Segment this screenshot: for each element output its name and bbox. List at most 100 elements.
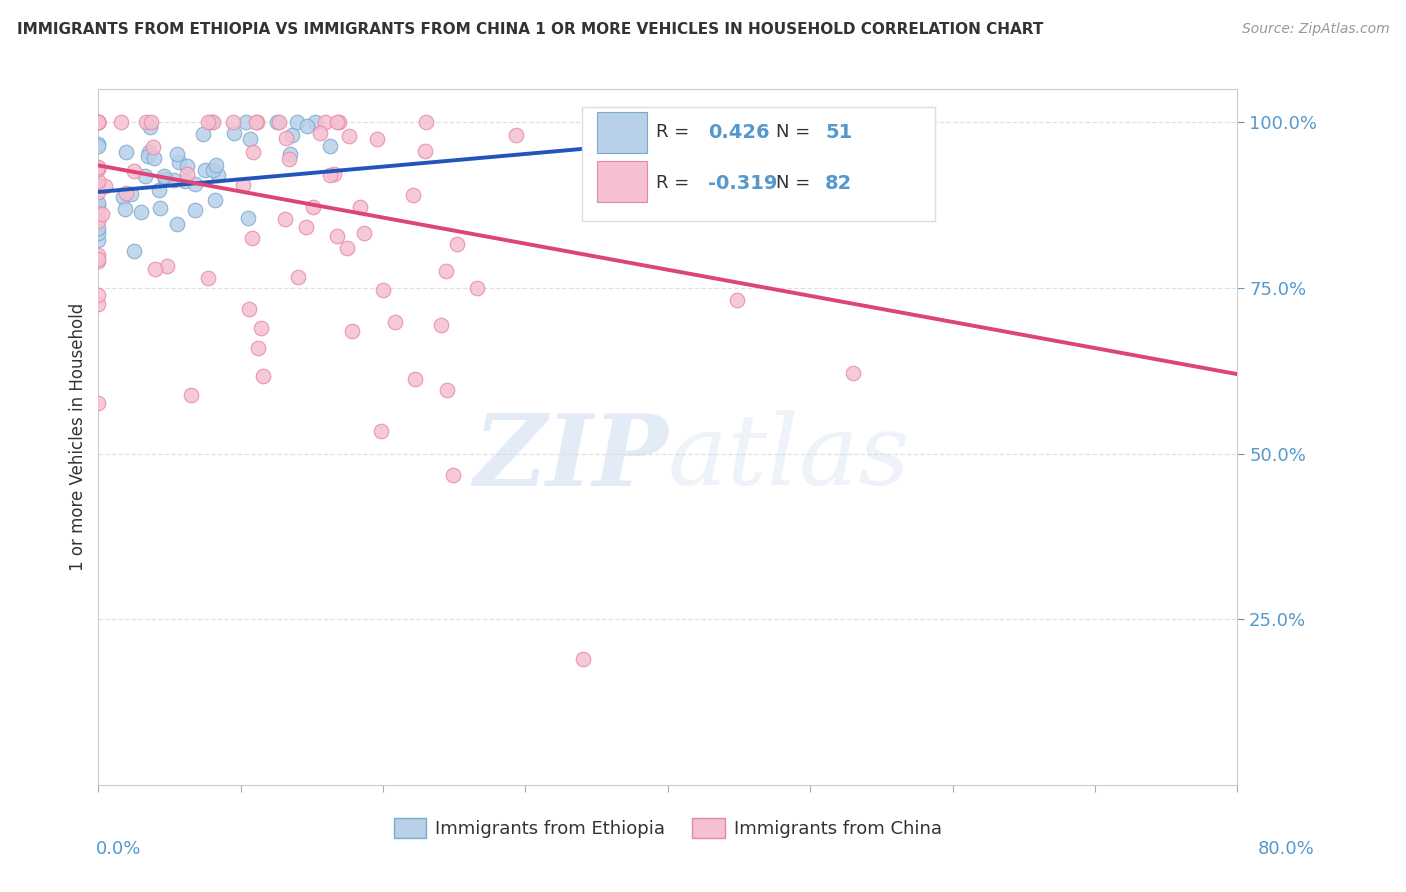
Point [87, 138, 110, 153]
Point [138, 145, 160, 160]
Point [415, 115, 437, 129]
Y-axis label: 1 or more Vehicles in Household: 1 or more Vehicles in Household [69, 303, 87, 571]
Point [281, 128, 304, 142]
Point [87, 160, 110, 174]
Point [238, 301, 260, 316]
Text: -0.319: -0.319 [707, 174, 778, 193]
Point [87, 226, 110, 240]
Point [297, 119, 319, 133]
Text: 51: 51 [825, 123, 852, 142]
Point [139, 120, 162, 134]
Point [87, 206, 110, 220]
Point [384, 314, 406, 328]
Point [180, 388, 202, 402]
Point [429, 318, 451, 333]
Point [222, 115, 245, 129]
Point [184, 202, 207, 217]
Point [326, 115, 349, 129]
Point [322, 167, 344, 181]
Point [240, 231, 263, 245]
Point [142, 140, 165, 154]
Point [239, 132, 262, 146]
Point [337, 128, 360, 143]
Point [204, 194, 226, 208]
Point [87, 185, 110, 199]
Text: R =: R = [657, 123, 696, 141]
Point [274, 212, 297, 227]
Point [149, 201, 172, 215]
Point [224, 127, 246, 141]
Point [250, 321, 273, 335]
Point [87, 233, 110, 247]
Point [87, 115, 110, 129]
Point [465, 281, 488, 295]
Point [238, 211, 260, 226]
Point [328, 115, 350, 129]
Point [122, 244, 145, 259]
Point [129, 205, 152, 219]
Point [153, 169, 176, 183]
Point [319, 139, 342, 153]
Point [111, 189, 134, 203]
Point [232, 178, 254, 192]
Point [87, 115, 110, 129]
Point [295, 219, 318, 234]
Point [304, 115, 326, 129]
Point [87, 174, 110, 188]
Point [91, 207, 114, 221]
Point [349, 200, 371, 214]
Text: N =: N = [776, 174, 815, 192]
Point [404, 372, 426, 386]
Point [134, 169, 156, 184]
Point [87, 252, 110, 266]
Point [252, 368, 274, 383]
Point [441, 467, 464, 482]
Text: N =: N = [776, 123, 815, 141]
Point [87, 288, 110, 302]
Text: ZIP: ZIP [472, 409, 668, 506]
Text: atlas: atlas [668, 410, 911, 506]
Point [143, 261, 166, 276]
Point [87, 162, 110, 177]
Text: 80.0%: 80.0% [1258, 840, 1315, 858]
Point [87, 221, 110, 235]
Text: Source: ZipAtlas.com: Source: ZipAtlas.com [1241, 22, 1389, 37]
Point [308, 126, 330, 140]
Point [413, 144, 436, 158]
Point [135, 115, 157, 129]
Point [235, 115, 257, 129]
Text: 82: 82 [825, 174, 852, 193]
Point [87, 196, 110, 211]
FancyBboxPatch shape [598, 161, 647, 202]
Point [87, 296, 110, 310]
FancyBboxPatch shape [582, 106, 935, 221]
Text: 0.0%: 0.0% [96, 840, 141, 858]
Point [200, 115, 222, 129]
Point [266, 115, 288, 129]
Point [434, 263, 457, 277]
Text: 0.426: 0.426 [707, 123, 769, 142]
Point [276, 131, 298, 145]
Point [841, 367, 863, 381]
Point [373, 283, 395, 297]
Point [197, 271, 219, 285]
Point [191, 128, 214, 142]
Point [94, 178, 117, 193]
Point [505, 128, 527, 142]
Point [201, 115, 224, 129]
Point [162, 173, 184, 187]
Point [287, 270, 309, 285]
Point [336, 241, 359, 255]
Point [246, 341, 269, 355]
Point [122, 164, 145, 178]
Point [153, 171, 176, 186]
Point [115, 186, 138, 200]
FancyBboxPatch shape [598, 112, 647, 153]
Point [115, 145, 138, 160]
Point [340, 324, 363, 338]
Point [87, 395, 110, 409]
Point [136, 148, 159, 162]
Point [287, 115, 309, 129]
Point [370, 424, 392, 438]
Point [302, 201, 325, 215]
